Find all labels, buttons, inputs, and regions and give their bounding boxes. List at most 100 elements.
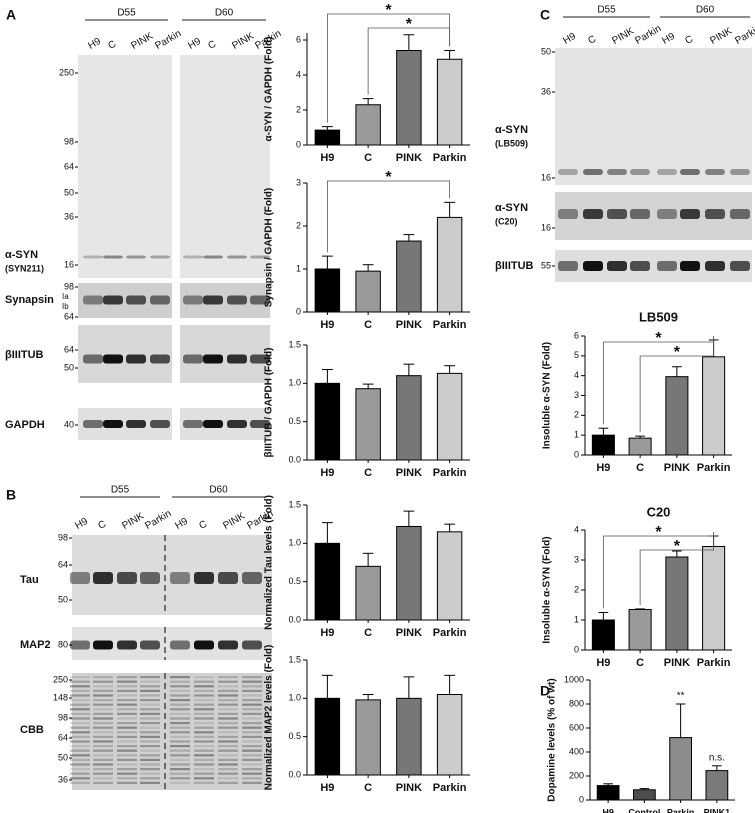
blot [180, 55, 270, 278]
blot-band [607, 169, 627, 175]
blot-band [70, 740, 90, 743]
bar [628, 609, 652, 651]
significance-bracket [602, 532, 715, 609]
x-tick-label: H9 [596, 462, 610, 474]
blot-band [242, 749, 262, 752]
blot-band [194, 749, 214, 752]
bar [314, 129, 341, 146]
bar [355, 104, 381, 146]
y-tick-label: 0 [296, 139, 301, 149]
y-tick-label: 6 [296, 34, 301, 44]
blot-band [93, 745, 113, 748]
blot-band [117, 758, 137, 761]
blot-band [93, 754, 113, 757]
blot-band [218, 749, 238, 752]
significance: * [385, 2, 392, 19]
blot-band [218, 722, 238, 725]
blot-band [170, 731, 190, 734]
y-tick-label: 4 [574, 524, 579, 534]
blot-band [126, 295, 146, 305]
blot-band [242, 685, 262, 688]
mw-marker: 148 [53, 692, 68, 702]
x-tick-label: Parkin [433, 152, 467, 164]
mw-marker: 64 [64, 311, 74, 321]
blot-band [70, 781, 90, 784]
blot-band [93, 749, 113, 752]
blot-band [583, 261, 603, 271]
blot-band [70, 758, 90, 761]
y-tick-label: 200 [569, 770, 584, 780]
blot-band [126, 354, 146, 364]
blot-band [103, 354, 123, 364]
panel-label: D [540, 683, 550, 699]
blot-band [93, 699, 113, 702]
blot-band [140, 745, 160, 748]
blot-band [70, 745, 90, 748]
x-tick-label: Parkin [433, 627, 467, 639]
blot-band [70, 754, 90, 757]
blot-band [242, 781, 262, 784]
bar [396, 50, 422, 146]
lane-label: PINK [230, 31, 256, 52]
y-tick-label: 1.5 [288, 654, 301, 664]
y-tick-label: 1.5 [288, 339, 301, 349]
x-tick-label: C [636, 657, 644, 669]
bar [396, 240, 422, 313]
mw-marker: 64 [58, 732, 68, 742]
y-axis-label: Dopamine levels (% of wt) [547, 678, 558, 801]
lane-label: PINK [708, 26, 734, 47]
y-tick-label: 1 [574, 430, 579, 440]
blot-band [170, 685, 190, 688]
blot-band [194, 708, 214, 711]
blot-band [194, 735, 214, 738]
y-tick-label: 1 [574, 614, 579, 624]
lane-label: PINK [120, 511, 146, 532]
blot-band [93, 703, 113, 706]
x-tick-label: C [364, 319, 372, 331]
blot-band [218, 731, 238, 734]
blot-band [218, 768, 238, 771]
blot-band [140, 735, 160, 738]
bar [436, 58, 463, 146]
blot-band [93, 676, 113, 679]
panel-label: B [6, 487, 16, 503]
blot-band [242, 712, 262, 715]
blot-band [93, 735, 113, 738]
blot-band [218, 754, 238, 757]
x-tick-label: H9 [320, 319, 334, 331]
mw-marker: 50 [58, 594, 68, 604]
blot-band [657, 169, 677, 175]
blot-band [83, 420, 103, 428]
blot-band [70, 749, 90, 752]
blot-band [117, 763, 137, 766]
bar [628, 437, 652, 456]
blot-band [117, 754, 137, 757]
bar [669, 737, 692, 801]
blot [72, 673, 272, 790]
blot-band [170, 740, 190, 743]
blot-band [194, 781, 214, 784]
panel-label: C [540, 7, 550, 23]
bar [705, 770, 729, 801]
blot-band [93, 768, 113, 771]
bar [314, 382, 341, 461]
blot-band [218, 708, 238, 711]
blot-band [194, 772, 214, 775]
x-tick-label: C [636, 462, 644, 474]
blot-band [117, 717, 137, 720]
y-tick-label: 0 [579, 794, 584, 804]
blot-band [218, 676, 238, 679]
blot-band [218, 772, 238, 775]
blot-band [70, 722, 90, 725]
blot-band [218, 680, 238, 683]
band-label: Ib [62, 302, 69, 311]
blot-band [218, 689, 238, 692]
x-tick-label: H9 [320, 627, 334, 639]
x-tick-label: Parkin [697, 657, 731, 669]
lane-label: H9 [86, 36, 103, 52]
y-tick-label: 1.0 [288, 693, 301, 703]
blot-band [218, 685, 238, 688]
x-tick-label: PINK [396, 627, 422, 639]
blot [78, 325, 172, 383]
blot-band [140, 572, 160, 584]
